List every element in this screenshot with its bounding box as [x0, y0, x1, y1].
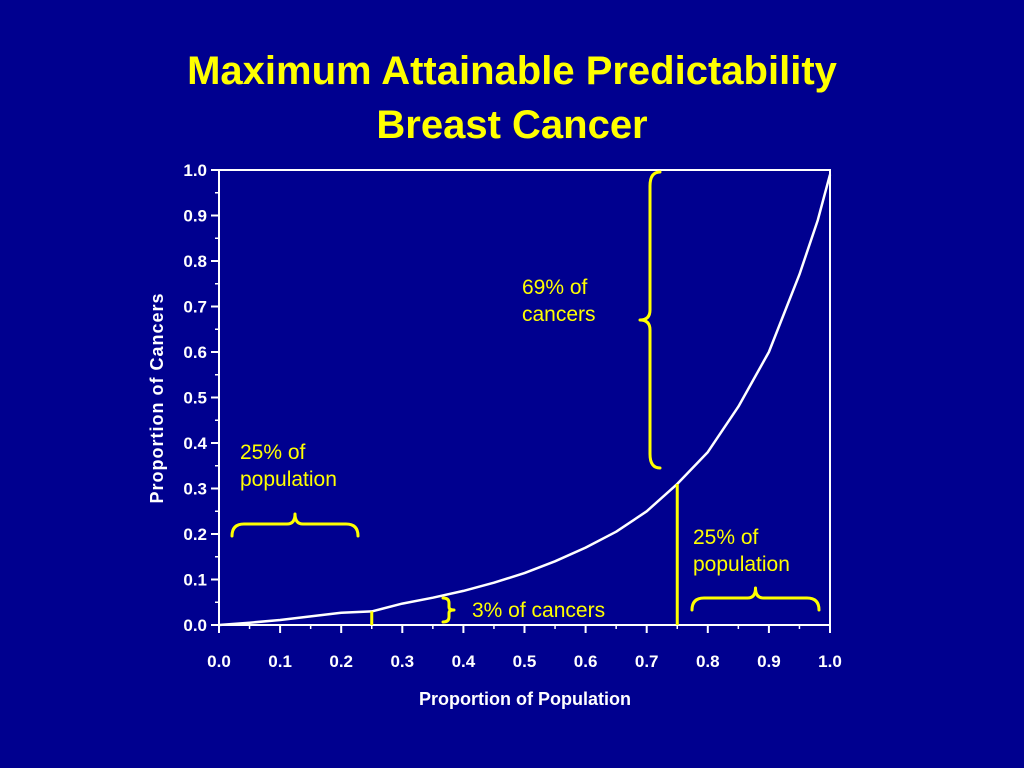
x-tick-label: 0.5 [513, 652, 537, 671]
annotation-population-left-line2: population [240, 468, 337, 491]
y-tick-label: 0.5 [183, 389, 207, 408]
x-tick-label: 0.9 [757, 652, 781, 671]
x-axis-label: Proportion of Population [419, 689, 631, 709]
y-tick-label: 0.1 [183, 571, 207, 590]
annotation-population-left-line1: 25% of [240, 441, 306, 464]
annotation-population-right-line1: 25% of [693, 526, 759, 549]
ticks: 0.0 0.1 0.2 0.3 0.4 0.5 0.6 0.7 0.8 0.9 1.0 0.0 0.1 0… [183, 161, 841, 671]
x-tick-label: 0.1 [268, 652, 292, 671]
annotation-cancers-top: 69% of cancers [522, 274, 596, 328]
y-tick-label: 1.0 [183, 161, 207, 180]
x-tick-label: 0.7 [635, 652, 659, 671]
chart-title-line2: Breast Cancer [376, 103, 648, 147]
y-tick-label: 0.3 [183, 480, 207, 499]
y-axis-label: Proportion of Cancers [147, 292, 167, 503]
annotation-cancers-top-line1: 69% of [522, 276, 588, 299]
y-tick-label: 0.7 [183, 298, 207, 317]
y-tick-label: 0.8 [183, 252, 207, 271]
series-line [218, 174, 832, 627]
x-tick-label: 0.0 [207, 652, 231, 671]
annotation-cancers-bottom: 3% of cancers [472, 599, 606, 622]
annotation-cancers-top-line2: cancers [522, 303, 596, 326]
x-tick-label: 0.2 [329, 652, 353, 671]
y-tick-label: 0.4 [183, 434, 207, 453]
x-tick-label: 1.0 [818, 652, 842, 671]
brackets [230, 170, 821, 624]
bracket-cancers-top [638, 170, 662, 470]
x-tick-label: 0.6 [574, 652, 598, 671]
annotation-population-right-line2: population [693, 553, 790, 576]
y-tick-label: 0.6 [183, 343, 207, 362]
annotation-population-left: 25% of population [240, 439, 337, 493]
x-tick-label: 0.8 [696, 652, 720, 671]
annotation-population-right: 25% of population [693, 524, 790, 578]
x-tick-label: 0.4 [452, 652, 476, 671]
bracket-cancers-bottom [441, 596, 456, 624]
bracket-right-population [690, 586, 821, 612]
curve-layer [218, 174, 832, 627]
y-tick-label: 0.9 [183, 207, 207, 226]
y-tick-label: 0.2 [183, 525, 207, 544]
x-tick-label: 0.3 [390, 652, 414, 671]
y-tick-label: 0.0 [183, 616, 207, 635]
bracket-left-population [230, 512, 360, 538]
chart-title-line1: Maximum Attainable Predictability [187, 49, 837, 93]
